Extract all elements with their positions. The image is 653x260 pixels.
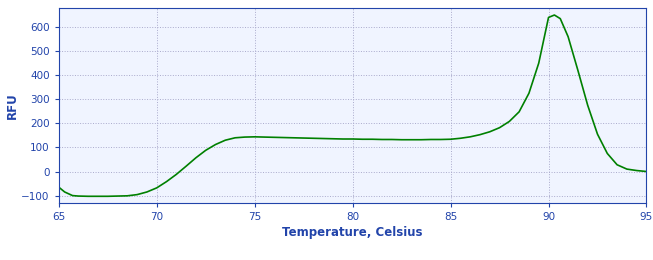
X-axis label: Temperature, Celsius: Temperature, Celsius xyxy=(282,226,423,239)
Y-axis label: RFU: RFU xyxy=(6,92,18,119)
